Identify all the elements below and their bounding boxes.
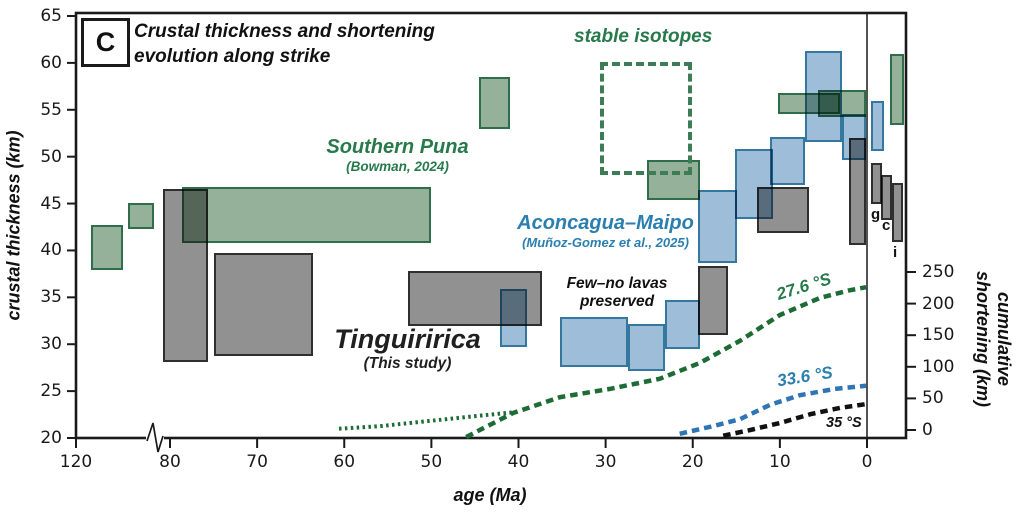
tinguiririca-box bbox=[213, 253, 313, 357]
curve-label-27-6s: 27.6 °S bbox=[774, 269, 834, 304]
panel-label-box: C bbox=[81, 18, 130, 67]
aconcagua-box bbox=[560, 317, 629, 367]
axis-break-mask bbox=[146, 429, 164, 447]
modern-box-label-i: i bbox=[893, 244, 898, 261]
southern-puna-box bbox=[182, 186, 432, 243]
tinguiririca-box bbox=[162, 188, 209, 363]
y-right-tick-label: 50 bbox=[922, 388, 944, 409]
y-left-tick-label: 60 bbox=[40, 52, 62, 73]
y-right-tick-label: 0 bbox=[922, 420, 933, 440]
aconcagua-box bbox=[698, 189, 738, 263]
x-tick-label: 60 bbox=[333, 452, 356, 472]
curve-label-35s: 35 °S bbox=[826, 415, 862, 431]
x-tick-label: 0 bbox=[861, 452, 873, 472]
y-right-axis-title: cumulative shortening (km) bbox=[972, 229, 1014, 449]
southern-puna-box bbox=[889, 54, 904, 125]
x-tick-label: 80 bbox=[159, 452, 181, 472]
x-tick-label: 20 bbox=[681, 452, 704, 472]
aconcagua-box bbox=[805, 50, 842, 142]
tinguiririca-box bbox=[698, 266, 728, 335]
axis-break-squiggle bbox=[146, 422, 164, 453]
y-left-tick-label: 65 bbox=[40, 6, 62, 26]
y-right-tick-label: 100 bbox=[922, 356, 955, 377]
southern-puna-ref: (Bowman, 2024) bbox=[346, 159, 449, 174]
few-no-lavas-label: Few–no lavas preserved bbox=[553, 275, 681, 310]
stable-isotopes-dashed-box bbox=[599, 61, 692, 176]
figure-title-line1: Crustal thickness and shortening bbox=[134, 21, 435, 42]
southern-puna-label: Southern Puna (Bowman, 2024) bbox=[320, 136, 475, 174]
tinguiririca-box-g bbox=[871, 163, 882, 205]
x-tick-label: 40 bbox=[507, 452, 530, 472]
y-left-tick-label: 20 bbox=[40, 428, 62, 448]
x-tick-label: 50 bbox=[420, 452, 443, 472]
y-left-tick-label: 55 bbox=[40, 99, 62, 120]
y-left-axis-title: crustal thickness (km) bbox=[3, 130, 24, 321]
aconcagua-box bbox=[770, 137, 806, 185]
southern-puna-box bbox=[818, 90, 867, 118]
x-axis-title: age (Ma) bbox=[453, 485, 527, 505]
aconcagua-maipo-label: Aconcagua–Maipo (Muñoz-Gomez et al., 202… bbox=[508, 212, 703, 250]
y-right-axis-title-line2: shortening (km) bbox=[973, 270, 993, 407]
southern-puna-box bbox=[91, 225, 123, 271]
tinguiririca-name: Tinguiririca bbox=[334, 324, 481, 354]
tinguiririca-box bbox=[757, 186, 809, 233]
y-left-tick-label: 30 bbox=[40, 334, 62, 355]
aconcagua-maipo-name: Aconcagua–Maipo bbox=[517, 212, 694, 234]
aconcagua-box bbox=[500, 288, 528, 347]
stable-isotopes-label: stable isotopes bbox=[574, 26, 713, 47]
curve-27.6s bbox=[338, 410, 514, 431]
y-left-tick-label: 25 bbox=[40, 381, 62, 402]
southern-puna-box bbox=[479, 77, 510, 129]
modern-box-label-g: g bbox=[871, 206, 881, 223]
southern-puna-box bbox=[127, 202, 154, 229]
panel-label: C bbox=[95, 27, 116, 57]
x-tick-label: 120 bbox=[59, 452, 93, 472]
aconcagua-maipo-ref: (Muñoz-Gomez et al., 2025) bbox=[522, 235, 689, 250]
tinguiririca-ref: (This study) bbox=[363, 355, 452, 372]
tinguiririca-box-i bbox=[892, 182, 903, 242]
x-tick-label: 70 bbox=[246, 452, 268, 472]
y-left-tick-label: 45 bbox=[40, 193, 62, 214]
tinguiririca-box-c bbox=[880, 174, 893, 220]
figure-title-line2: evolution along strike bbox=[134, 46, 331, 67]
y-right-tick-label: 250 bbox=[922, 262, 955, 282]
few-no-lavas-line2: preserved bbox=[579, 292, 655, 310]
aconcagua-box bbox=[734, 149, 773, 220]
aconcagua-box bbox=[871, 101, 885, 151]
y-right-tick-label: 150 bbox=[922, 325, 955, 346]
y-left-tick-label: 40 bbox=[40, 240, 62, 261]
y-left-tick-label: 50 bbox=[40, 146, 62, 167]
x-tick-label: 10 bbox=[769, 452, 791, 472]
y-right-axis-title-line1: cumulative bbox=[994, 291, 1014, 387]
tinguiririca-box bbox=[848, 137, 867, 245]
tinguiririca-label: Tinguiririca (This study) bbox=[330, 324, 485, 373]
few-no-lavas-line1: Few–no lavas bbox=[566, 275, 668, 292]
aconcagua-box bbox=[628, 323, 665, 372]
figure-title: Crustal thickness and shortening evoluti… bbox=[134, 19, 435, 69]
x-tick-label: 30 bbox=[594, 452, 617, 472]
y-left-tick-label: 35 bbox=[40, 287, 62, 308]
southern-puna-box bbox=[778, 92, 840, 115]
aconcagua-box bbox=[841, 113, 867, 160]
tinguiririca-box bbox=[407, 271, 543, 327]
modern-box-label-c: c bbox=[882, 217, 891, 234]
y-right-tick-label: 200 bbox=[922, 293, 955, 314]
southern-puna-name: Southern Puna bbox=[326, 136, 469, 158]
curve-label-33-6s: 33.6 °S bbox=[775, 362, 835, 391]
